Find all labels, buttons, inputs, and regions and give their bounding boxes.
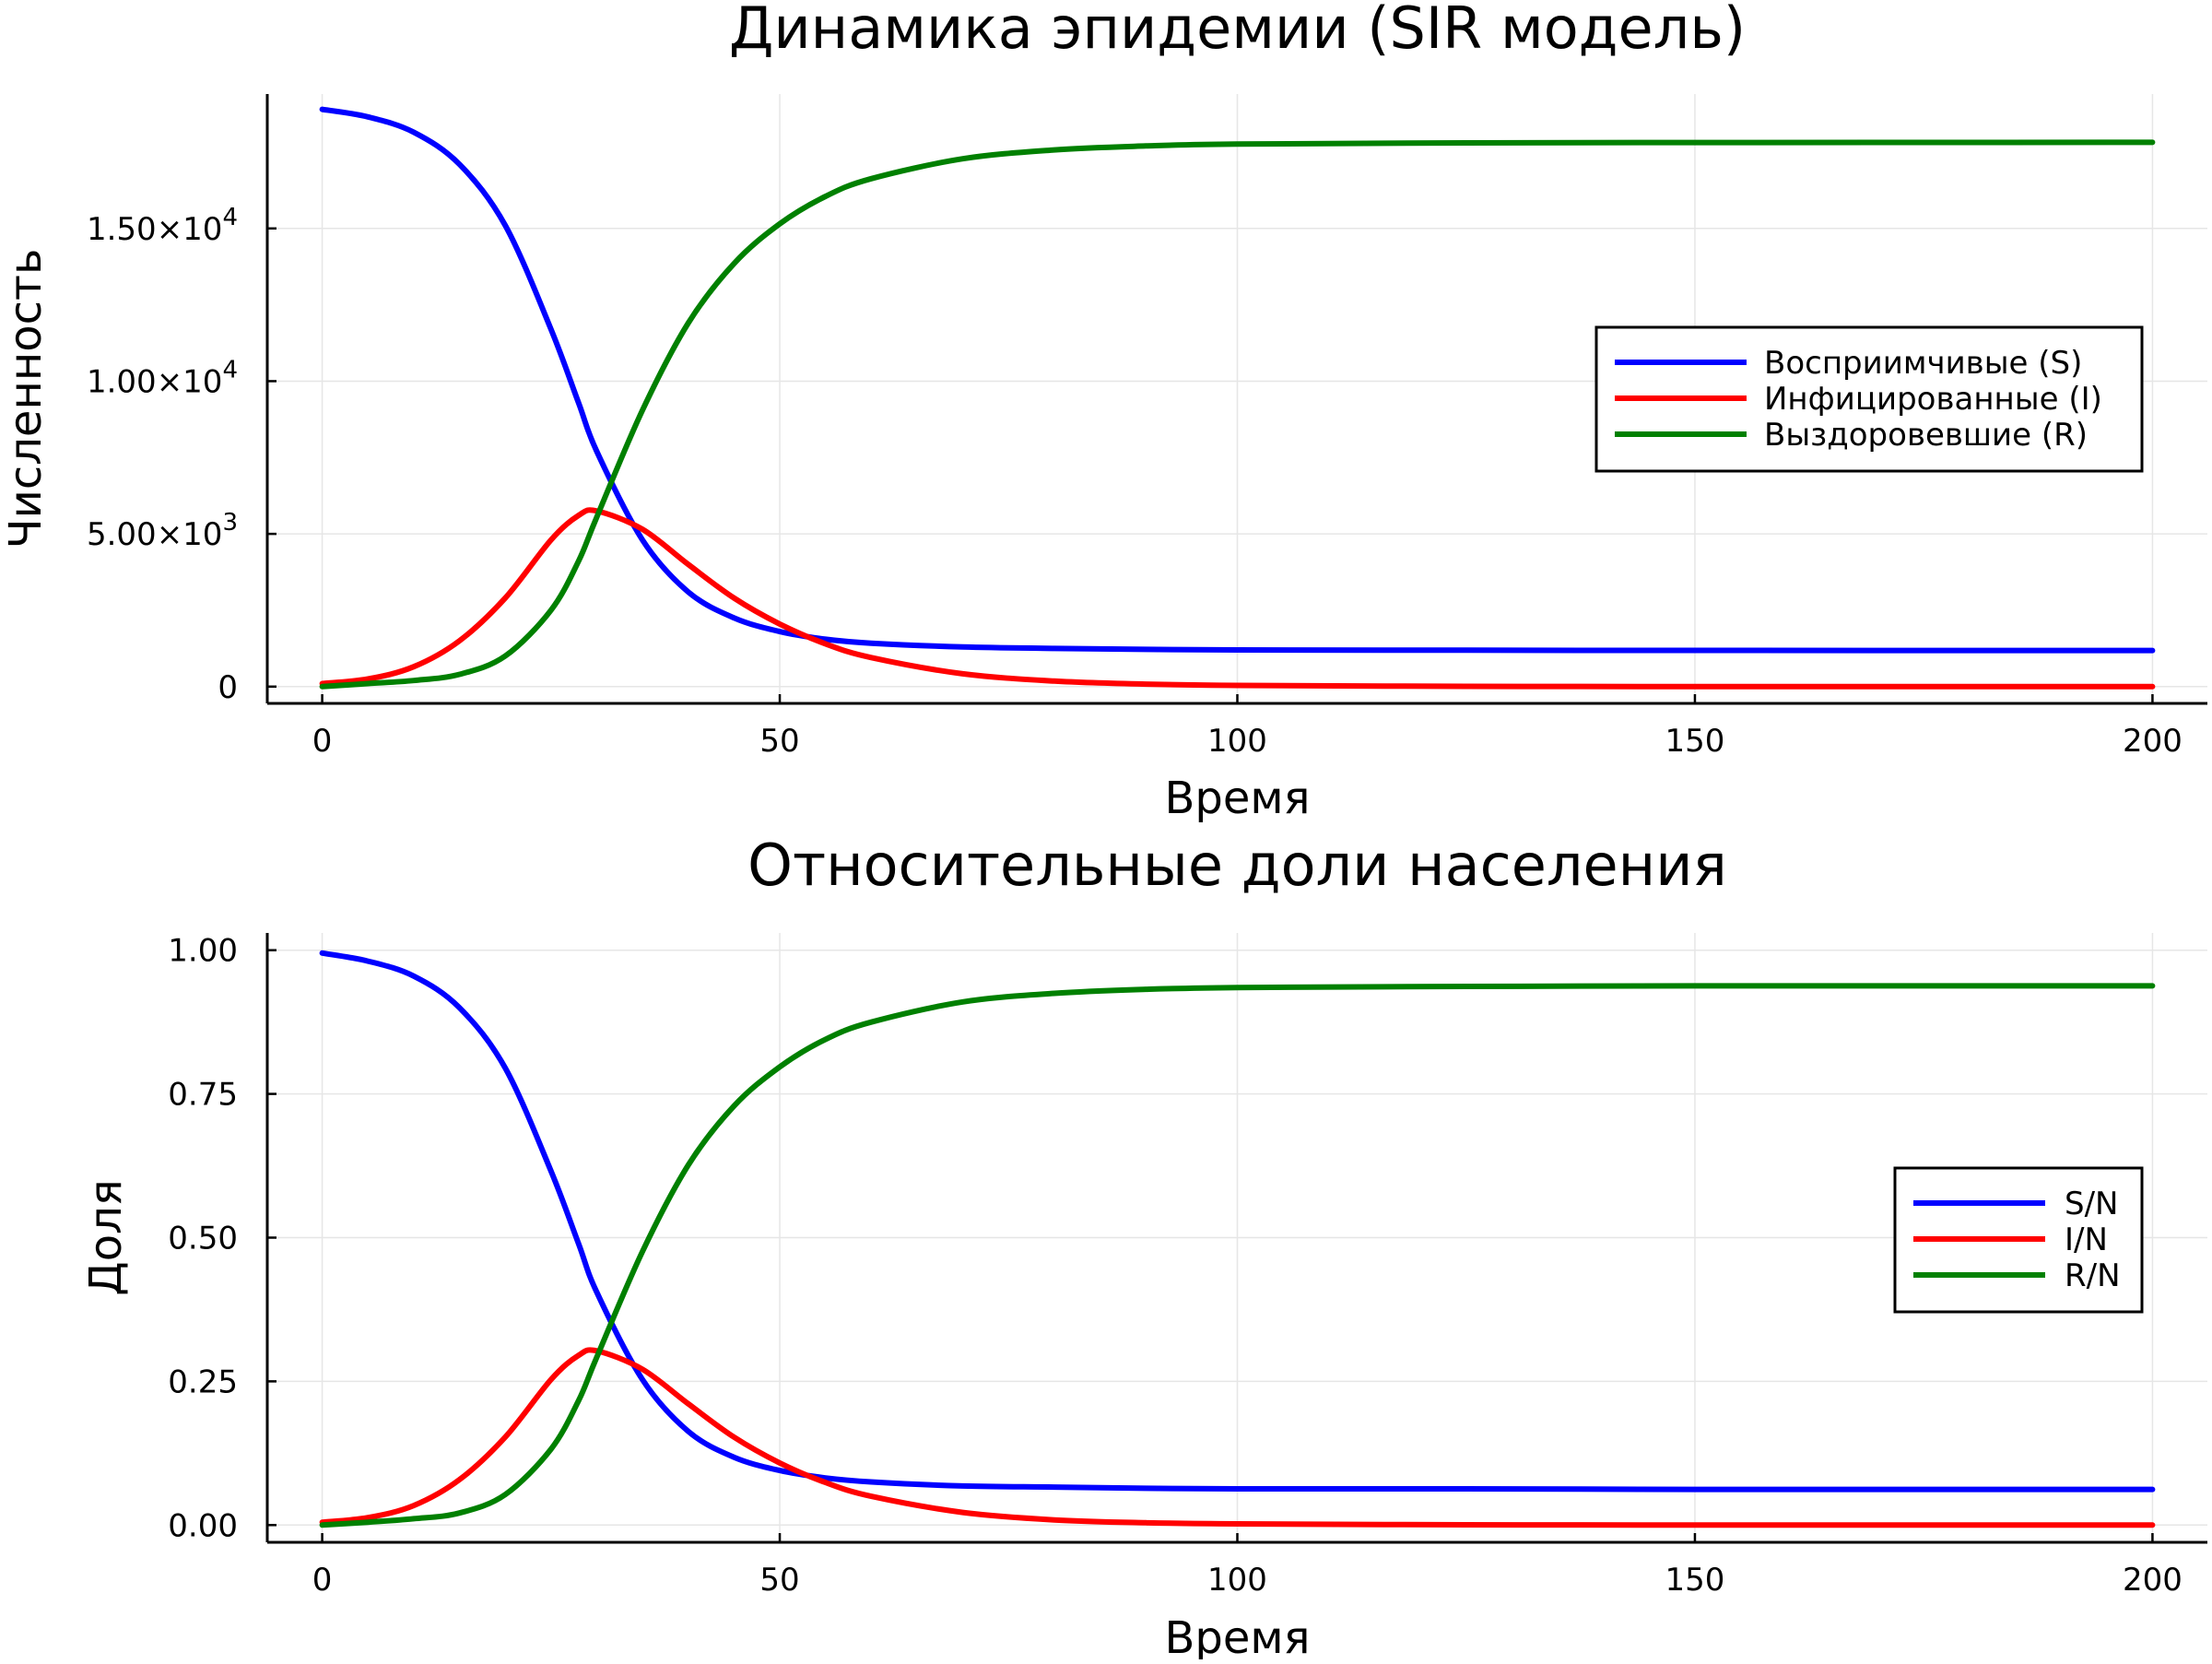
x-tick-label: 100 <box>1207 1562 1267 1599</box>
legend-entry: R/N <box>2065 1257 2121 1294</box>
legend-entry: Выздоровевшие (R) <box>1764 417 2088 454</box>
y-axis-label: Численность <box>0 249 52 549</box>
series-line-1 <box>319 106 2156 654</box>
x-tick-label: 0 <box>312 1562 333 1599</box>
legend-entry: Восприимчивые (S) <box>1764 345 2082 382</box>
y-tick-label: 0.75 <box>168 1077 238 1114</box>
series-line-2 <box>319 507 2156 690</box>
x-tick-label: 0 <box>312 723 333 760</box>
y-tick-label: 0.50 <box>168 1221 238 1257</box>
x-tick-label: 200 <box>2123 1562 2183 1599</box>
chart-title: Относительные доли населения <box>747 832 1727 899</box>
y-tick-label: 0 <box>218 669 238 706</box>
y-tick-label: 0.25 <box>168 1363 238 1400</box>
y-tick-label: 5.00×103 <box>87 509 238 553</box>
legend-entry: Инфицированные (I) <box>1764 381 2102 418</box>
x-axis-label: Время <box>1164 1612 1310 1659</box>
legend: Восприимчивые (S)Инфицированные (I)Выздо… <box>1594 325 2144 473</box>
y-tick-label: 0.00 <box>168 1507 238 1544</box>
y-axis-label: Доля <box>80 1179 132 1295</box>
x-axis-label: Время <box>1164 773 1310 824</box>
legend-entry: S/N <box>2065 1186 2118 1222</box>
y-tick-label: 1.00 <box>168 933 238 970</box>
chart-title: Динамика эпидемии (SIR модель) <box>729 0 1746 62</box>
series-line-2 <box>319 1347 2156 1528</box>
y-tick-label: 1.00×104 <box>87 356 238 400</box>
x-tick-label: 200 <box>2123 723 2183 760</box>
legend-entry: I/N <box>2065 1221 2108 1258</box>
y-tick-label: 1.50×104 <box>87 204 238 248</box>
series-line-1 <box>319 950 2156 1493</box>
legend: S/NI/NR/N <box>1893 1166 2144 1314</box>
x-tick-label: 150 <box>1665 1562 1725 1599</box>
series-line-3 <box>319 139 2156 690</box>
x-tick-label: 50 <box>759 1562 799 1599</box>
series-line-3 <box>319 983 2156 1528</box>
chart-panel-1: 0 50 100 150 200 0 5.00×103 1.00×104 1.50×104 Дин… <box>0 0 2207 824</box>
chart-panel-2: 0 50 100 150 200 0.00 0.25 0.50 0.75 1.00 Относите… <box>80 832 2207 1664</box>
x-tick-label: 100 <box>1207 723 1267 760</box>
x-tick-label: 50 <box>759 723 799 760</box>
x-tick-label: 150 <box>1665 723 1725 760</box>
